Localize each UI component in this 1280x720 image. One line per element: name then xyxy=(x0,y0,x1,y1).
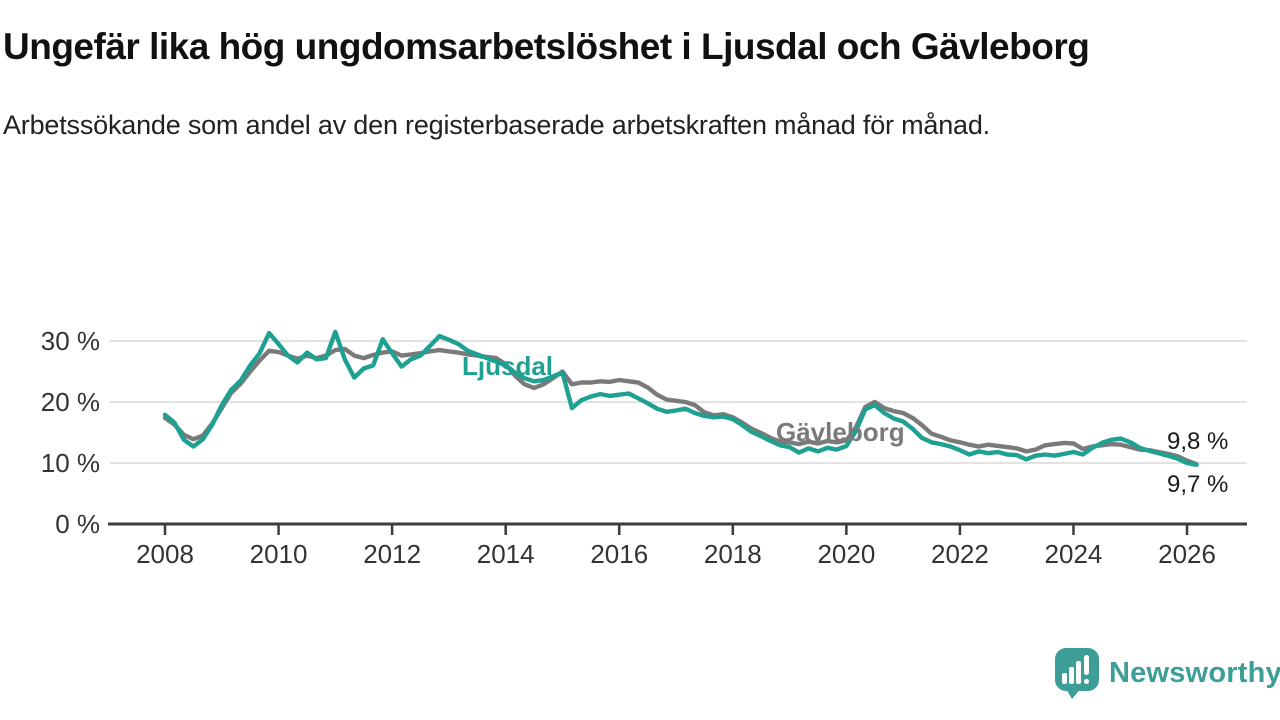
x-axis-label-2022: 2022 xyxy=(931,539,989,569)
series-line-gavleborg xyxy=(162,346,1199,467)
series-line-ljusdal xyxy=(162,329,1199,467)
x-axis-label-2026: 2026 xyxy=(1158,539,1216,569)
x-axis-label-2016: 2016 xyxy=(590,539,648,569)
brand-footer: Newsworthy xyxy=(1054,647,1280,700)
chart-subtitle: Arbetssökande som andel av den registerb… xyxy=(3,110,990,140)
x-axis-label-2010: 2010 xyxy=(250,539,308,569)
y-axis-label-10: 10 % xyxy=(41,448,100,478)
x-axis-label-2014: 2014 xyxy=(477,539,535,569)
series-label-gavleborg: Gävleborg xyxy=(776,417,905,447)
x-axis-label-2012: 2012 xyxy=(363,539,421,569)
end-value-label-gavleborg: 9,8 % xyxy=(1167,428,1228,455)
end-value-label-ljusdal: 9,7 % xyxy=(1167,471,1228,498)
x-axis-label-2024: 2024 xyxy=(1045,539,1103,569)
x-axis-label-2008: 2008 xyxy=(136,539,194,569)
x-axis-label-2020: 2020 xyxy=(817,539,875,569)
y-axis-label-20: 20 % xyxy=(41,387,100,417)
y-axis-label-0: 0 % xyxy=(55,509,100,539)
x-axis-label-2018: 2018 xyxy=(704,539,762,569)
y-axis-label-30: 30 % xyxy=(41,326,100,356)
newsworthy-logo-icon xyxy=(1055,648,1099,699)
series-label-ljusdal: Ljusdal xyxy=(462,351,553,381)
brand-name: Newsworthy xyxy=(1109,657,1280,689)
chart-title: Ungefär lika hög ungdomsarbetslöshet i L… xyxy=(3,26,1090,67)
